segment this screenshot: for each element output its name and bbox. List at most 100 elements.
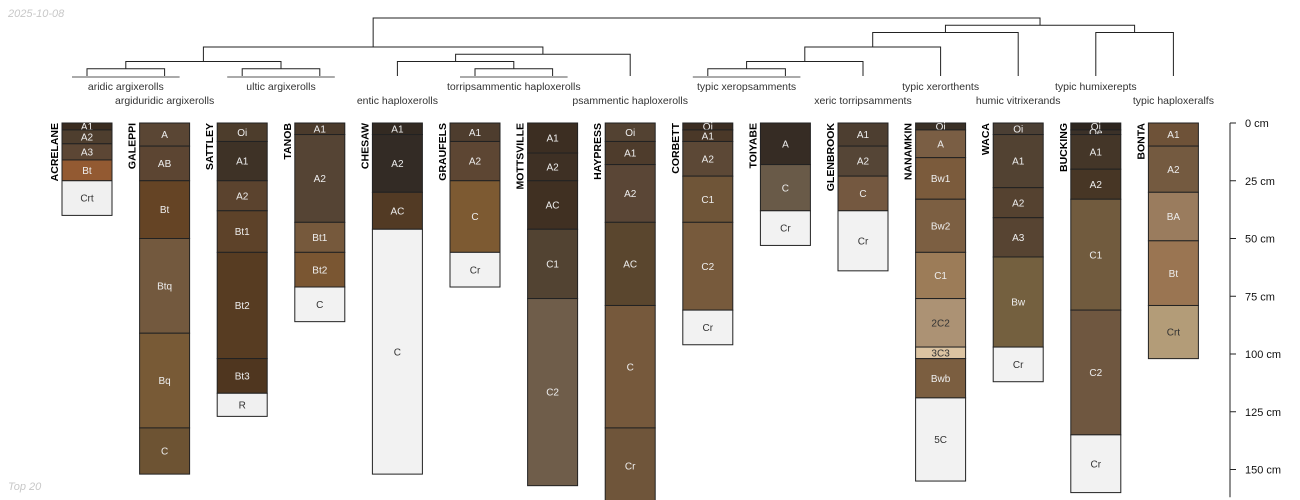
profile-name: WACA xyxy=(980,123,992,155)
taxon-label: ultic argixerolls xyxy=(246,81,315,93)
horizon-label: R xyxy=(239,400,246,411)
horizon-label: C xyxy=(316,300,323,311)
dendrogram-branch xyxy=(944,24,1136,33)
dendrogram-branch xyxy=(455,53,631,76)
horizon-block xyxy=(759,210,811,246)
profile-name: TOIYABE xyxy=(747,123,759,169)
profile-name: CHESAW xyxy=(359,123,371,169)
axis-tick-label: 75 cm xyxy=(1245,291,1275,303)
horizon-block xyxy=(294,221,346,253)
horizon-block xyxy=(449,180,501,253)
axis-tick-label: 25 cm xyxy=(1245,176,1275,188)
horizon-label: Crt xyxy=(1167,328,1181,339)
horizon-label: C1 xyxy=(546,260,559,271)
horizon-block xyxy=(139,238,191,334)
dendrogram-branch xyxy=(474,68,554,76)
soil-profile: CHESAW A1 A2 AC C xyxy=(359,122,423,475)
horizon-block xyxy=(915,129,967,159)
horizon-label: Cr xyxy=(470,265,481,276)
dendrogram-branch xyxy=(1095,32,1174,76)
taxon-label: typic haploxeralfs xyxy=(1133,95,1214,107)
profile-name: GRAUFELS xyxy=(437,123,449,181)
taxon-label: aridic argixerolls xyxy=(88,81,164,93)
dendrogram-branch xyxy=(707,68,786,76)
horizon-block xyxy=(915,251,967,300)
horizon-label: A2 xyxy=(702,154,715,165)
horizon-block xyxy=(682,309,734,346)
soil-profile: BONTA A1 A2 BA Bt Crt xyxy=(1135,122,1199,360)
profile-name: BONTA xyxy=(1135,123,1147,160)
dendrogram-branch xyxy=(372,17,1041,47)
horizon-label: Oi xyxy=(1091,122,1101,133)
axis-tick-label: 100 cm xyxy=(1245,349,1281,361)
soil-profile: GALEPPI A AB Bt Btq Bq C xyxy=(127,122,191,475)
horizon-label: Bw xyxy=(1011,298,1026,309)
taxon-label: humic vitrixerands xyxy=(976,95,1061,107)
soil-profile: GLENBROOK A1 A2 C Cr xyxy=(825,122,889,272)
profile-name: HAYPRESS xyxy=(592,123,604,180)
taxon-label: torripsammentic haploxerolls xyxy=(447,81,581,93)
profile-name: NANAMKIN xyxy=(903,123,915,180)
horizon-label: AC xyxy=(390,206,404,217)
horizon-label: A2 xyxy=(314,174,327,185)
profile-name: ACRELANE xyxy=(49,123,61,181)
dendrogram-branch xyxy=(86,68,166,76)
profile-name: SATTLEY xyxy=(204,123,216,170)
horizon-label: AB xyxy=(158,159,172,170)
horizon-block xyxy=(915,397,967,482)
horizon-label: A1 xyxy=(1090,147,1103,158)
taxon-label: xeric torripsamments xyxy=(814,95,911,107)
horizon-label: Btq xyxy=(157,281,172,292)
horizon-label: Cr xyxy=(625,462,636,473)
horizon-label: Bt2 xyxy=(235,301,250,312)
horizon-label: A1 xyxy=(702,131,715,142)
horizon-block xyxy=(1147,304,1199,360)
dendrogram-branch xyxy=(241,68,321,76)
horizon-label: A1 xyxy=(236,157,249,168)
horizon-label: A2 xyxy=(469,157,482,168)
horizon-block xyxy=(1070,309,1122,436)
axis-tick-label: 50 cm xyxy=(1245,234,1275,246)
soil-profile: NANAMKIN Oi A Bw1 Bw2 C1 2C2 3C3 Bwb 5C xyxy=(903,122,967,482)
horizon-label: BA xyxy=(1167,212,1181,223)
horizon-label: C1 xyxy=(1089,250,1102,261)
dendrogram-branch xyxy=(872,32,1019,76)
horizon-label: C xyxy=(782,183,789,194)
horizon-block xyxy=(604,221,656,306)
horizon-label: Crt xyxy=(80,194,94,205)
horizon-label: Cr xyxy=(1013,360,1024,371)
soil-profile: GRAUFELS A1 A2 C Cr xyxy=(437,122,501,288)
profile-name: MOTTSVILLE xyxy=(515,123,527,190)
horizon-label: C xyxy=(471,212,478,223)
horizon-label: 3C3 xyxy=(931,348,950,359)
horizon-label: A2 xyxy=(857,157,870,168)
horizon-label: A2 xyxy=(1090,180,1103,191)
horizon-label: Bt1 xyxy=(235,227,250,238)
horizon-block xyxy=(1070,198,1122,311)
horizon-block xyxy=(992,346,1044,383)
horizon-block xyxy=(449,251,501,288)
horizon-block xyxy=(604,427,656,500)
horizon-block xyxy=(1070,434,1122,494)
horizon-label: Oi xyxy=(1013,124,1023,135)
horizon-label: A1 xyxy=(81,122,94,133)
horizon-label: Bt xyxy=(82,166,92,177)
taxon-label: psammentic haploxerolls xyxy=(572,95,688,107)
horizon-label: A xyxy=(782,139,789,150)
soil-profile: SATTLEY Oi A1 A2 Bt1 Bt2 Bt3 R xyxy=(204,122,268,417)
horizon-block xyxy=(527,228,579,300)
horizon-label: A2 xyxy=(546,162,559,173)
horizon-label: Bwb xyxy=(931,374,951,385)
horizon-block xyxy=(61,180,113,216)
horizon-label: A1 xyxy=(1167,130,1180,141)
horizon-label: Oi xyxy=(936,122,946,133)
profile-name: CORBETT xyxy=(670,122,682,173)
axis-tick-label: 0 cm xyxy=(1245,118,1269,130)
depth-axis: 0 cm 25 cm 50 cm 75 cm 100 cm 125 cm 150 cm xyxy=(1229,118,1281,498)
horizon-label: C2 xyxy=(546,388,559,399)
horizon-block xyxy=(837,210,889,272)
horizon-label: 2C2 xyxy=(931,318,950,329)
date-label: 2025-10-08 xyxy=(8,8,65,20)
